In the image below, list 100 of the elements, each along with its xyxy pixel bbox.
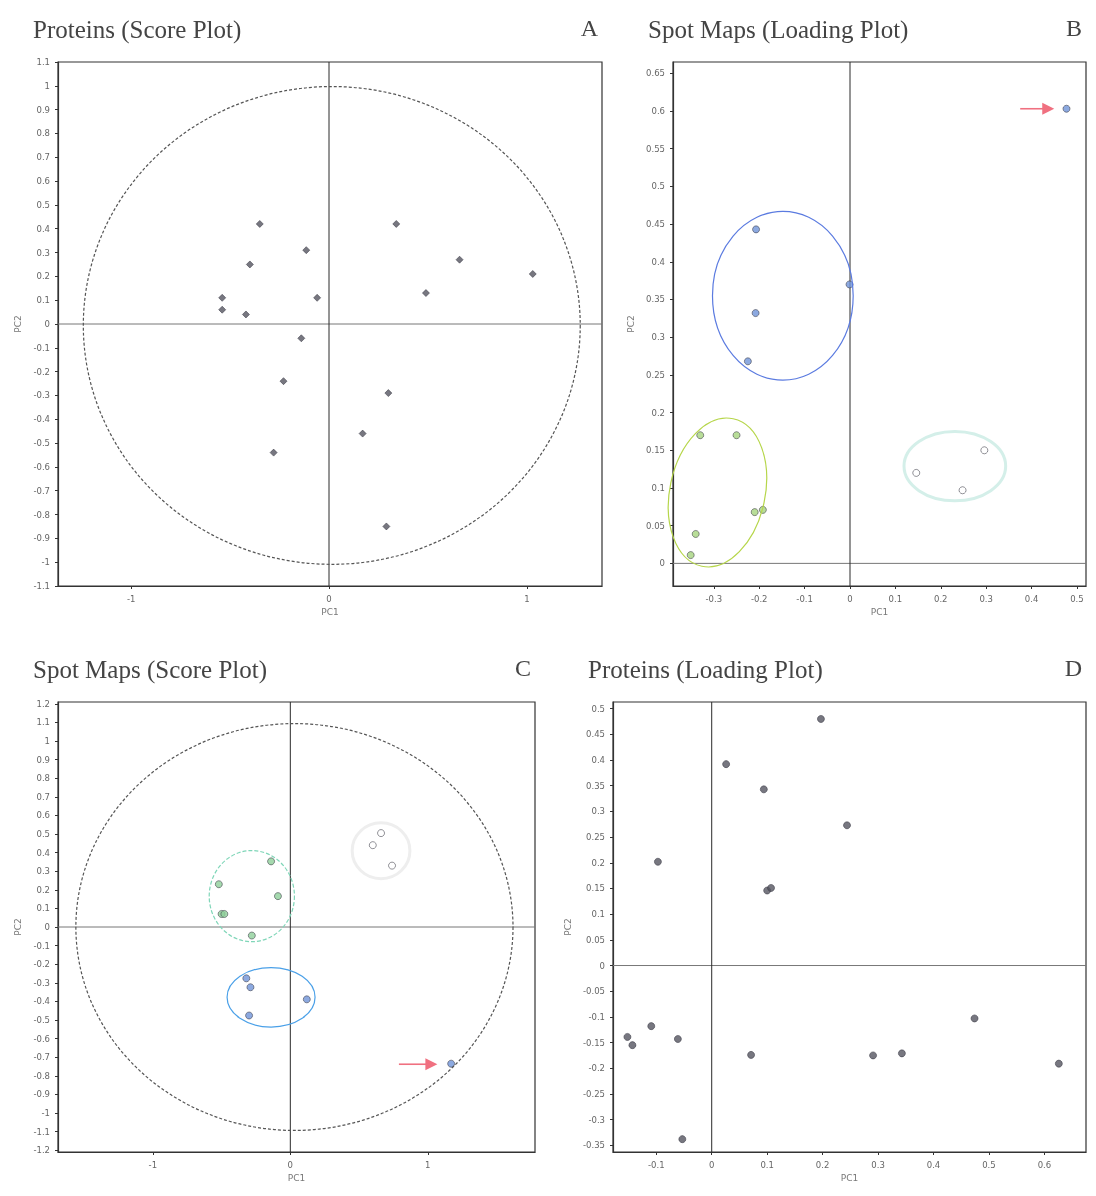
x-tick-label: 0.1 — [760, 1159, 774, 1170]
y-tick-label: 0.15 — [646, 445, 665, 456]
y-tick-label: -0.1 — [33, 940, 50, 951]
y-tick-label: 1 — [44, 736, 50, 747]
y-tick-label: 0.3 — [591, 806, 605, 817]
x-tick-label: 0.4 — [926, 1159, 941, 1170]
y-tick-label: -1 — [41, 557, 50, 568]
y-tick-label: -0.15 — [583, 1037, 605, 1048]
y-tick-label: 0.2 — [36, 884, 50, 895]
y-tick-label: 0.65 — [646, 68, 665, 79]
x-tick-label: -0.1 — [796, 593, 813, 604]
y-tick-label: 0.25 — [586, 832, 605, 843]
y-tick-label: -0.2 — [33, 366, 50, 377]
y-axis-title: PC2 — [12, 918, 23, 936]
x-tick-label: 0.2 — [815, 1159, 830, 1170]
x-tick-label: 0.5 — [982, 1159, 996, 1170]
y-tick-label: -1.2 — [33, 1145, 50, 1156]
x-tick-label: 0 — [847, 593, 853, 604]
y-tick-label: 0.2 — [591, 857, 605, 868]
y-tick-label: 0.4 — [36, 847, 50, 858]
y-tick-label: 0.55 — [646, 143, 665, 154]
y-axis-title: PC2 — [625, 315, 636, 333]
x-tick-label: 0.3 — [871, 1159, 885, 1170]
y-tick-label: -0.8 — [33, 1070, 50, 1081]
y-tick-label: 0.3 — [36, 247, 50, 258]
y-tick-label: -0.5 — [33, 1014, 50, 1025]
y-tick-label: -0.1 — [33, 342, 50, 353]
y-tick-label: 0.2 — [36, 271, 50, 282]
y-tick-label: 0.4 — [651, 256, 665, 267]
y-tick-label: -0.2 — [33, 959, 50, 970]
x-tick-label: -1 — [148, 1159, 158, 1170]
y-tick-label: -1.1 — [33, 1126, 50, 1137]
x-tick-label: 1 — [524, 593, 530, 604]
y-tick-label: 0.7 — [36, 152, 50, 163]
y-tick-label: 0.1 — [36, 903, 50, 914]
x-tick-label: -0.2 — [750, 593, 768, 604]
y-tick-label: 0.3 — [651, 332, 665, 343]
x-axis-title: PC1 — [321, 607, 339, 618]
y-tick-label: 0.1 — [591, 909, 605, 920]
y-tick-label: 0.45 — [646, 219, 665, 230]
y-tick-label: 0.9 — [36, 104, 50, 115]
x-tick-label: -0.3 — [705, 593, 723, 604]
y-tick-label: 0.4 — [591, 755, 605, 766]
x-tick-label: 0 — [708, 1159, 715, 1170]
x-tick-label: 0 — [287, 1159, 294, 1170]
chart-title: Proteins (Score Plot) — [33, 16, 242, 44]
y-tick-label: 0.2 — [651, 407, 665, 418]
y-tick-label: 0.15 — [586, 883, 605, 894]
y-tick-label: -0.6 — [33, 461, 50, 472]
y-tick-label: -0.7 — [33, 485, 50, 496]
y-tick-label: 0.25 — [646, 369, 665, 380]
x-axis-title: PC1 — [870, 607, 889, 618]
y-tick-label: 0 — [44, 319, 50, 329]
y-tick-label: 1 — [44, 80, 50, 91]
y-tick-label: 0.9 — [36, 754, 50, 765]
y-tick-label: 0.5 — [651, 181, 665, 192]
y-tick-label: -0.3 — [33, 977, 50, 988]
y-tick-label: -0.25 — [583, 1088, 605, 1099]
x-tick-label: 1 — [425, 1159, 431, 1170]
y-tick-label: 0.1 — [651, 482, 665, 493]
y-tick-label: 0.8 — [36, 773, 50, 784]
y-tick-label: -0.35 — [583, 1140, 605, 1151]
y-tick-label: 0.7 — [36, 791, 50, 802]
y-tick-label: 1.2 — [36, 698, 50, 709]
y-axis-title: PC2 — [12, 315, 23, 333]
y-tick-label: 0 — [44, 922, 50, 932]
x-axis-title: PC1 — [287, 1173, 306, 1184]
y-tick-label: -0.8 — [33, 509, 50, 520]
y-tick-label: -0.6 — [33, 1033, 50, 1044]
y-tick-label: 0.8 — [36, 128, 50, 139]
chart-title: Spot Maps (Loading Plot) — [648, 16, 909, 44]
y-tick-label: 0 — [599, 960, 605, 971]
y-tick-label: 0.35 — [646, 294, 665, 305]
text: D — [1064, 655, 1083, 681]
y-tick-label: 0.3 — [36, 866, 50, 877]
x-tick-label: 0.3 — [979, 593, 993, 604]
y-tick-label: -0.05 — [583, 986, 605, 997]
y-tick-label: -0.4 — [33, 414, 50, 425]
x-tick-label: 0.5 — [1070, 593, 1084, 604]
y-tick-label: 0.6 — [36, 810, 50, 821]
y-tick-label: 0.35 — [586, 780, 605, 791]
y-tick-label: 0.05 — [586, 934, 605, 945]
y-tick-label: -0.9 — [33, 533, 50, 544]
x-tick-label: 0 — [326, 593, 332, 604]
y-tick-label: 0.1 — [36, 295, 50, 306]
y-tick-label: 0.45 — [586, 729, 605, 740]
y-tick-label: -0.1 — [588, 1011, 605, 1022]
y-tick-label: -0.7 — [33, 1052, 50, 1063]
y-tick-label: -1.1 — [33, 581, 50, 591]
y-tick-label: -0.3 — [33, 390, 50, 401]
x-tick-label: 0.1 — [888, 593, 903, 604]
chart-title: Proteins (Loading Plot) — [588, 656, 823, 684]
y-tick-label: 0 — [659, 558, 665, 569]
text: C — [514, 655, 532, 681]
y-tick-label: -1 — [41, 1107, 50, 1118]
y-tick-label: 0.5 — [36, 829, 50, 840]
y-tick-label: -0.9 — [33, 1089, 50, 1100]
x-tick-label: 0.4 — [1024, 593, 1039, 604]
y-tick-label: 0.5 — [591, 703, 605, 714]
y-tick-label: -0.2 — [588, 1063, 605, 1074]
